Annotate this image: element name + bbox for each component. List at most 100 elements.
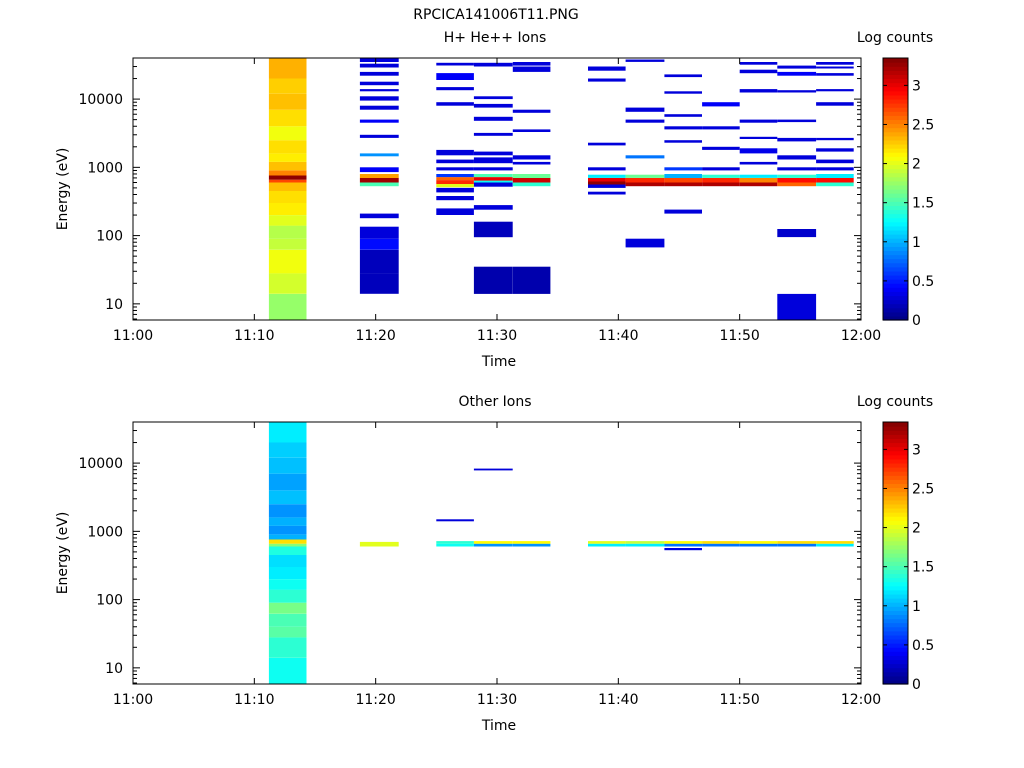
heatmap-cell — [436, 519, 474, 522]
colorbar-swatch — [883, 626, 908, 632]
y-tick-label: 100 — [96, 229, 123, 245]
heatmap-cell — [268, 473, 307, 491]
colorbar-swatch — [883, 213, 908, 219]
y-tick-label: 1000 — [87, 160, 123, 176]
heatmap-cell — [359, 174, 399, 178]
colorbar-swatch — [883, 593, 908, 599]
heatmap-cell — [702, 126, 740, 130]
colorbar-swatch — [883, 143, 908, 149]
heatmap-cell — [436, 180, 474, 184]
heatmap-cell — [739, 177, 778, 183]
colorbar-swatch — [883, 258, 908, 264]
heatmap-cell — [359, 71, 399, 76]
colorbar-swatch — [883, 217, 908, 223]
heatmap-cell — [473, 182, 513, 187]
heatmap-cell — [268, 626, 307, 638]
heatmap-cell — [777, 155, 817, 160]
heatmap-cell — [512, 62, 551, 66]
heatmap-cell — [664, 91, 702, 94]
heatmap-cell — [436, 167, 474, 171]
colorbar-swatch — [883, 180, 908, 186]
colorbar-swatch — [883, 548, 908, 554]
heatmap-cell — [588, 66, 626, 71]
colorbar-tick-label: 1 — [912, 599, 921, 615]
heatmap-cell — [359, 81, 399, 86]
heatmap-cell — [512, 129, 551, 132]
heatmap-cell — [268, 539, 307, 544]
colorbar: 0 0.5 1 1.5 2 2.5 3 Log counts — [857, 30, 934, 329]
heatmap-cell — [268, 161, 307, 171]
heatmap-cell — [739, 182, 778, 187]
heatmap-cell — [664, 126, 702, 130]
heatmap-cell — [473, 96, 513, 100]
heatmap-cell — [268, 517, 307, 526]
x-tick-label: 11:40 — [598, 328, 638, 344]
heatmap-cell — [268, 525, 307, 535]
heatmap-cell — [816, 541, 854, 544]
heatmap-cell — [512, 155, 551, 160]
heatmap-cell — [359, 134, 399, 138]
heatmap-cell — [268, 555, 307, 567]
heatmap-cell — [473, 266, 513, 294]
figure-title: RPCICA141006T11.PNG — [413, 7, 578, 23]
heatmap-cell — [739, 148, 778, 154]
colorbar-swatch — [883, 127, 908, 133]
heatmap-cell — [816, 159, 854, 164]
heatmap-cell — [473, 174, 513, 178]
panel-1: 11:00 11:10 11:20 11:30 11:40 11:50 12:00 Time 1… — [55, 30, 934, 370]
colorbar-swatch — [883, 82, 908, 88]
colorbar-swatch — [883, 454, 908, 460]
heatmap-cell — [664, 140, 702, 143]
colorbar-swatch — [883, 569, 908, 575]
colorbar-tick-label: 0.5 — [912, 638, 934, 654]
colorbar-swatch — [883, 139, 908, 145]
plot-frame — [132, 421, 862, 685]
heatmap-cell — [816, 137, 854, 141]
y-axis-label: Energy (eV) — [55, 512, 71, 595]
colorbar-swatch — [883, 634, 908, 640]
heatmap-cell — [436, 543, 474, 547]
colorbar-swatch — [883, 189, 908, 194]
heatmap-cell — [625, 238, 665, 248]
colorbar-swatch — [883, 74, 908, 80]
colorbar-label: Log counts — [857, 394, 933, 410]
heatmap-cell — [777, 293, 817, 320]
heatmap-cell — [268, 457, 307, 474]
heatmap-cell — [268, 579, 307, 590]
colorbar-tick-label: 0.5 — [912, 274, 934, 290]
colorbar-swatch — [883, 577, 908, 583]
heatmap-cell — [268, 534, 307, 540]
heatmap-cell — [588, 177, 626, 182]
heatmap-cell — [702, 102, 740, 107]
x-tick-label: 11:20 — [355, 692, 395, 708]
colorbar-swatch — [883, 246, 908, 251]
heatmap-cell — [473, 541, 513, 544]
colorbar-swatch — [883, 78, 908, 84]
colorbar-swatch — [883, 675, 908, 681]
x-tick-label: 11:40 — [598, 692, 638, 708]
colorbar-swatch — [883, 512, 908, 517]
heatmap-cell — [588, 167, 626, 171]
colorbar-swatch — [883, 160, 908, 166]
heatmap-cell — [512, 109, 551, 113]
colorbar-tick-label: 2 — [912, 521, 921, 537]
heatmap-cell — [702, 543, 740, 547]
heatmap-cell — [625, 541, 665, 544]
heatmap-cell — [777, 182, 817, 187]
heatmap-cell — [777, 137, 817, 142]
colorbar-swatch — [883, 483, 908, 489]
heatmap-cell — [588, 142, 626, 146]
heatmap-cell — [473, 157, 513, 164]
heatmap-cell — [268, 293, 307, 320]
heatmap-cell — [664, 167, 702, 171]
colorbar-swatch — [883, 131, 908, 137]
heatmap-cell — [436, 87, 474, 91]
heatmap-cell — [512, 541, 551, 544]
heatmap-cell — [473, 177, 513, 181]
heatmap-cell — [473, 151, 513, 156]
colorbar-swatch — [883, 491, 908, 497]
colorbar-swatch — [883, 111, 908, 116]
colorbar-swatch — [883, 90, 908, 96]
heatmap-cell — [473, 205, 513, 210]
colorbar-swatch — [883, 442, 908, 448]
